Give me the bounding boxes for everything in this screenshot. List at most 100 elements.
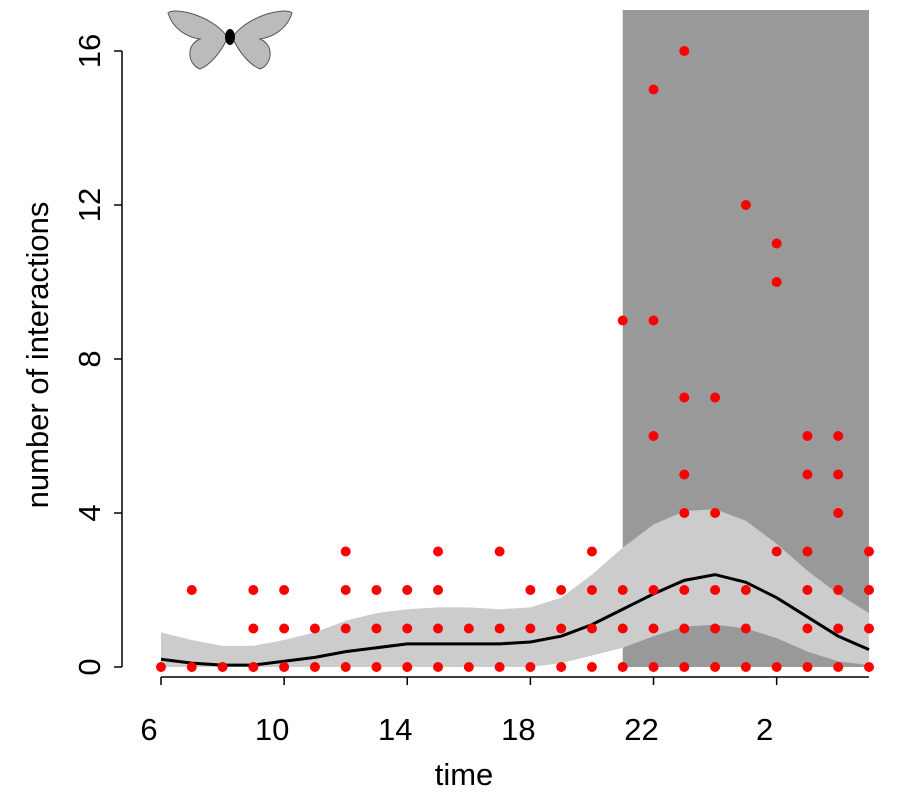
data-point bbox=[802, 431, 813, 441]
data-point bbox=[710, 392, 721, 403]
data-point bbox=[710, 585, 721, 595]
data-point bbox=[402, 585, 413, 595]
data-point bbox=[433, 662, 444, 672]
y-axis-label: number of interactions bbox=[20, 202, 55, 509]
data-point bbox=[248, 623, 259, 634]
data-point bbox=[586, 585, 597, 595]
data-point bbox=[248, 585, 259, 595]
data-point bbox=[648, 662, 659, 672]
data-point bbox=[371, 585, 382, 595]
data-point bbox=[617, 662, 628, 672]
data-point bbox=[525, 585, 536, 595]
x-axis-label: time bbox=[435, 757, 494, 792]
data-point bbox=[679, 662, 690, 672]
x-tick-label: 2 bbox=[756, 712, 773, 747]
data-point bbox=[679, 585, 690, 595]
data-point bbox=[433, 623, 444, 634]
y-tick-label: 0 bbox=[72, 658, 107, 675]
data-point bbox=[279, 623, 290, 634]
data-point bbox=[802, 623, 813, 634]
data-point bbox=[556, 662, 567, 672]
data-point bbox=[679, 46, 690, 56]
data-point bbox=[771, 277, 782, 287]
data-point bbox=[156, 662, 166, 672]
data-point bbox=[586, 623, 597, 634]
data-point bbox=[217, 662, 228, 672]
data-point bbox=[802, 469, 813, 480]
data-point bbox=[648, 623, 659, 634]
data-point bbox=[525, 662, 536, 672]
data-point bbox=[710, 623, 721, 634]
x-tick-label: 18 bbox=[501, 712, 535, 747]
data-point bbox=[402, 662, 413, 672]
data-point bbox=[279, 585, 290, 595]
data-point bbox=[679, 623, 690, 634]
data-point bbox=[740, 585, 751, 595]
y-tick-label: 4 bbox=[72, 504, 107, 521]
data-point bbox=[864, 623, 874, 634]
data-point bbox=[309, 662, 320, 672]
data-point bbox=[771, 546, 782, 557]
data-point bbox=[648, 431, 659, 441]
data-point bbox=[463, 662, 474, 672]
data-point bbox=[710, 662, 721, 672]
data-point bbox=[340, 546, 351, 557]
data-point bbox=[494, 623, 505, 634]
data-point bbox=[340, 585, 351, 595]
data-point bbox=[525, 623, 536, 634]
x-tick-label: 14 bbox=[378, 712, 412, 747]
data-point bbox=[186, 585, 197, 595]
moth-icon bbox=[167, 10, 293, 70]
data-point bbox=[833, 431, 844, 441]
data-point bbox=[248, 662, 259, 672]
data-point bbox=[617, 585, 628, 595]
data-point bbox=[433, 546, 444, 557]
data-point bbox=[802, 546, 813, 557]
data-point bbox=[494, 546, 505, 557]
data-point bbox=[710, 508, 721, 518]
data-point bbox=[648, 315, 659, 326]
data-point bbox=[463, 623, 474, 634]
data-point bbox=[833, 585, 844, 595]
x-tick-label: 6 bbox=[140, 712, 157, 747]
confidence-band bbox=[161, 509, 869, 667]
x-tick-label: 10 bbox=[255, 712, 289, 747]
data-point bbox=[833, 469, 844, 480]
data-point bbox=[340, 623, 351, 634]
y-tick-label: 12 bbox=[72, 188, 107, 222]
fit-line bbox=[160, 573, 870, 667]
data-point bbox=[309, 623, 320, 634]
data-point bbox=[771, 238, 782, 249]
data-point bbox=[586, 662, 597, 672]
data-point bbox=[617, 315, 628, 326]
data-point bbox=[340, 662, 351, 672]
data-point bbox=[679, 392, 690, 403]
data-point bbox=[371, 662, 382, 672]
data-point bbox=[864, 546, 874, 557]
data-point bbox=[833, 623, 844, 634]
data-point bbox=[586, 546, 597, 557]
data-point bbox=[740, 662, 751, 672]
data-point bbox=[771, 662, 782, 672]
data-point bbox=[833, 662, 844, 672]
data-point bbox=[802, 585, 813, 595]
data-point bbox=[864, 662, 874, 672]
data-point bbox=[833, 508, 844, 518]
data-point bbox=[433, 585, 444, 595]
data-point bbox=[556, 585, 567, 595]
data-point bbox=[371, 623, 382, 634]
data-point bbox=[494, 662, 505, 672]
data-point bbox=[864, 585, 874, 595]
data-point bbox=[402, 623, 413, 634]
data-point bbox=[802, 662, 813, 672]
y-tick-label: 8 bbox=[72, 350, 107, 367]
data-point bbox=[740, 200, 751, 210]
data-point bbox=[740, 623, 751, 634]
data-point bbox=[648, 84, 659, 95]
data-point bbox=[679, 469, 690, 480]
data-point bbox=[648, 585, 659, 595]
data-point bbox=[556, 623, 567, 634]
y-tick-label: 16 bbox=[72, 34, 107, 68]
data-point bbox=[186, 662, 197, 672]
